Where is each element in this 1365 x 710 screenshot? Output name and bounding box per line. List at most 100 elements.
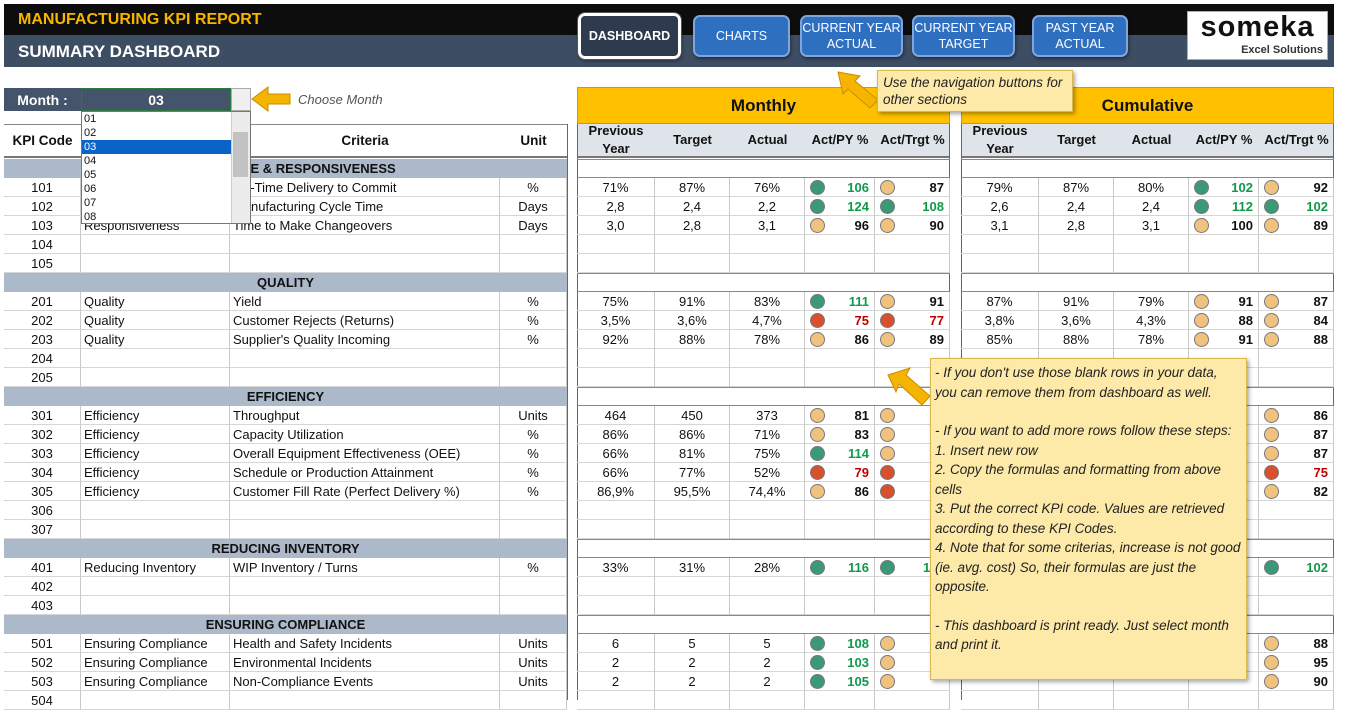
month-option[interactable]: 01 (84, 113, 97, 125)
nav-button[interactable]: CURRENT YEAR TARGET (912, 15, 1015, 57)
value-cell: 3,6% (655, 311, 730, 330)
value-cell (655, 501, 730, 520)
ratio-cell (1189, 330, 1259, 349)
ratio-cell (1259, 482, 1334, 501)
value-cell: 79% (1114, 292, 1189, 311)
metric-header: Act/Trgt % (875, 124, 950, 158)
value-cell: 75% (577, 292, 655, 311)
value-cell (730, 577, 805, 596)
value-cell: 6 (577, 634, 655, 653)
criteria: Capacity Utilization (230, 425, 500, 444)
unit: % (500, 558, 567, 577)
ratio-cell (1259, 292, 1334, 311)
value-cell (577, 349, 655, 368)
ratio-cell (805, 197, 875, 216)
nav-button[interactable]: CHARTS (693, 15, 790, 57)
value-cell: 450 (655, 406, 730, 425)
month-option[interactable]: 04 (84, 155, 97, 167)
unit (500, 520, 567, 539)
section-spacer (577, 159, 950, 178)
value-cell: 2,8 (577, 197, 655, 216)
unit (500, 349, 567, 368)
month-dropdown-button[interactable] (231, 88, 251, 111)
kpi-code: 205 (4, 368, 81, 387)
metric-header: Actual (730, 124, 805, 158)
month-option[interactable]: 05 (84, 169, 97, 181)
status-dot (880, 332, 895, 347)
value-cell: 83% (730, 292, 805, 311)
section-header: ENSURING COMPLIANCE (4, 615, 567, 634)
ratio-value: 84 (1313, 313, 1328, 328)
ratio-cell (805, 653, 875, 672)
ratio-value: 87 (1313, 446, 1328, 461)
section-header: QUALITY (4, 273, 567, 292)
unit (500, 235, 567, 254)
nav-button[interactable]: CURRENT YEAR ACTUAL (800, 15, 903, 57)
month-option[interactable]: 07 (84, 197, 97, 209)
value-cell: 92% (577, 330, 655, 349)
kpi-code: 401 (4, 558, 81, 577)
value-cell: 87% (1039, 178, 1114, 197)
ratio-value: 87 (929, 180, 944, 195)
section-spacer (577, 539, 950, 558)
ratio-value: 108 (847, 636, 869, 651)
ratio-value: 90 (1313, 674, 1328, 689)
status-dot (880, 427, 895, 442)
month-label: Month : (4, 88, 81, 111)
ratio-cell (1259, 368, 1334, 387)
metric-header: Act/PY % (805, 124, 875, 158)
month-value[interactable]: 03 (81, 88, 231, 111)
value-cell (577, 691, 655, 710)
month-option[interactable]: 03 (82, 140, 231, 154)
unit (500, 501, 567, 520)
ratio-value: 88 (1313, 636, 1328, 651)
status-dot (880, 636, 895, 651)
value-cell: 31% (655, 558, 730, 577)
status-dot (1194, 218, 1209, 233)
ratio-value: 91 (929, 294, 944, 309)
value-cell: 86% (655, 425, 730, 444)
ratio-cell (805, 634, 875, 653)
status-dot (1264, 655, 1279, 670)
status-dot (1194, 199, 1209, 214)
value-cell: 373 (730, 406, 805, 425)
criteria: Customer Fill Rate (Perfect Delivery %) (230, 482, 500, 501)
tip-line: - This dashboard is print ready. Just se… (935, 617, 1229, 653)
metric-header: Act/Trgt % (1259, 124, 1334, 158)
status-dot (1194, 294, 1209, 309)
category: Ensuring Compliance (81, 634, 230, 653)
category: Efficiency (81, 444, 230, 463)
ratio-value: 100 (1231, 218, 1253, 233)
status-dot (1264, 408, 1279, 423)
ratio-cell (1189, 216, 1259, 235)
status-dot (880, 446, 895, 461)
month-option[interactable]: 06 (84, 183, 97, 195)
nav-button[interactable]: PAST YEAR ACTUAL (1032, 15, 1128, 57)
ratio-value: 106 (847, 180, 869, 195)
ratio-cell (1259, 672, 1334, 691)
value-cell: 3,5% (577, 311, 655, 330)
value-cell (655, 577, 730, 596)
section-spacer (961, 159, 1334, 178)
ratio-value: 92 (1313, 180, 1328, 195)
value-cell: 5 (730, 634, 805, 653)
value-cell (1039, 691, 1114, 710)
criteria: Schedule or Production Attainment (230, 463, 500, 482)
status-dot (810, 636, 825, 651)
month-option[interactable]: 02 (84, 127, 97, 139)
column-header: Criteria (230, 124, 500, 158)
criteria: Time to Make Changeovers (230, 216, 500, 235)
month-option[interactable]: 08 (84, 211, 97, 223)
nav-button[interactable]: DASHBOARD (577, 12, 682, 60)
ratio-cell (1259, 653, 1334, 672)
metric-header: Target (1039, 124, 1114, 158)
kpi-code: 103 (4, 216, 81, 235)
logo-name: someka (1200, 10, 1315, 43)
value-cell: 2 (730, 653, 805, 672)
ratio-cell (805, 406, 875, 425)
status-dot (810, 427, 825, 442)
ratio-cell (1259, 691, 1334, 710)
report-title: MANUFACTURING KPI REPORT (18, 10, 262, 28)
ratio-cell (805, 311, 875, 330)
category: Quality (81, 292, 230, 311)
